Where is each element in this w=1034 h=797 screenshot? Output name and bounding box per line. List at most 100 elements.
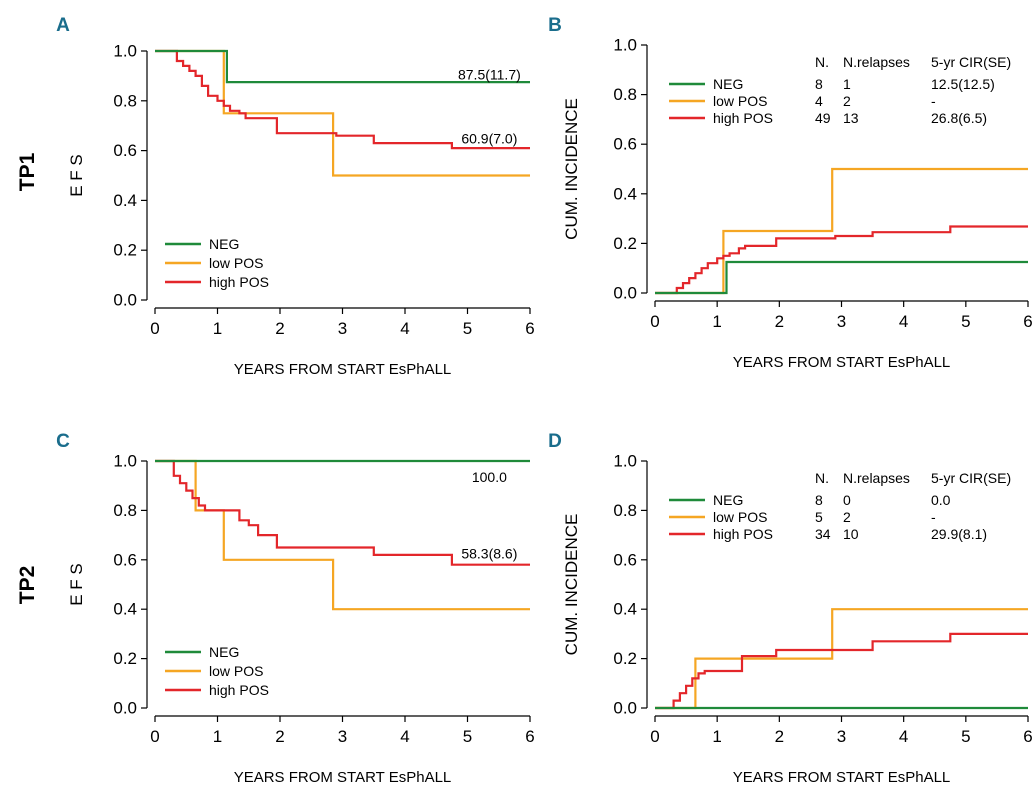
legend-header-cir: 5-yr CIR(SE) <box>931 54 1011 70</box>
legend-n: 8 <box>815 76 823 92</box>
annotation-label: 60.9(7.0) <box>461 131 517 147</box>
legend-label: low POS <box>209 663 263 679</box>
y-tick-label: 0.4 <box>113 600 137 619</box>
legend-label: low POS <box>713 509 767 525</box>
panel-a: A 0 1 2 3 4 5 6 0.0 0.2 0.4 0.6 0.8 1.0 YEARS FROM STA… <box>56 15 535 378</box>
legend-cir: 12.5(12.5) <box>931 76 995 92</box>
legend: N. N.relapses 5-yr CIR(SE) NEG 8 0 0.0 low POS 5… <box>669 470 1011 542</box>
annotation-label: 58.3(8.6) <box>461 546 517 562</box>
y-tick-label: 0.8 <box>113 91 137 110</box>
x-tick-label: 0 <box>650 312 659 331</box>
legend-label: low POS <box>209 255 263 271</box>
y-tick-label: 1.0 <box>613 36 637 55</box>
y-axis-title: E F S <box>67 563 86 606</box>
series-line-high-pos <box>155 459 530 566</box>
y-tick-label: 0.2 <box>613 649 637 668</box>
y-tick-label: 0.2 <box>113 649 137 668</box>
legend-n: 8 <box>815 492 823 508</box>
x-axis-title: YEARS FROM START EsPhALL <box>733 769 951 786</box>
x-tick-label: 5 <box>463 319 472 338</box>
series-line-low-pos <box>655 167 1028 295</box>
y-tick-label: 0.4 <box>113 191 137 210</box>
row-label-tp2: TP2 <box>16 566 39 605</box>
legend-relapses: 2 <box>843 509 851 525</box>
y-axis-title: CUM. INCIDENCE <box>562 98 581 240</box>
x-tick-label: 4 <box>899 312 908 331</box>
y-tick-label: 0.0 <box>113 699 137 718</box>
x-axis-title: YEARS FROM START EsPhALL <box>733 354 951 371</box>
legend: NEG low POS high POS <box>165 644 269 698</box>
x-axis-title: YEARS FROM START EsPhALL <box>234 361 452 378</box>
legend-cir: - <box>931 93 936 109</box>
y-tick-label: 0.6 <box>113 550 137 569</box>
x-tick-label: 5 <box>463 727 472 746</box>
x-tick-label: 3 <box>338 727 347 746</box>
annotation-label: 87.5(11.7) <box>458 67 521 83</box>
x-tick-label: 0 <box>650 727 659 746</box>
legend-n: 5 <box>815 509 823 525</box>
x-tick-label: 3 <box>837 727 846 746</box>
legend-cir: 26.8(6.5) <box>931 110 987 126</box>
legend-cir: 29.9(8.1) <box>931 526 987 542</box>
legend-label: high POS <box>713 110 773 126</box>
y-tick-label: 0.6 <box>613 550 637 569</box>
legend-header-relapses: N.relapses <box>843 54 910 70</box>
y-tick-label: 0.6 <box>613 135 637 154</box>
x-tick-label: 5 <box>961 312 970 331</box>
x-tick-label: 3 <box>837 312 846 331</box>
y-tick-label: 0.0 <box>613 284 637 303</box>
annotation-label: 100.0 <box>472 469 507 485</box>
x-tick-label: 2 <box>275 319 284 338</box>
x-tick-label: 2 <box>275 727 284 746</box>
x-tick-label: 2 <box>775 312 784 331</box>
x-tick-label: 1 <box>712 312 721 331</box>
y-tick-label: 0.2 <box>113 241 137 260</box>
x-tick-label: 0 <box>150 319 159 338</box>
legend-label: high POS <box>209 274 269 290</box>
y-tick-label: 0.2 <box>613 234 637 253</box>
series-line-low-pos <box>155 459 530 611</box>
y-tick-label: 1.0 <box>113 42 137 61</box>
x-tick-label: 0 <box>150 727 159 746</box>
x-tick-label: 6 <box>525 319 534 338</box>
legend-n: 34 <box>815 526 831 542</box>
legend-label: NEG <box>713 76 743 92</box>
series-line-neg <box>155 49 530 84</box>
row-label-tp1: TP1 <box>16 152 39 191</box>
x-tick-label: 2 <box>775 727 784 746</box>
y-tick-label: 0.4 <box>613 600 637 619</box>
x-tick-label: 1 <box>712 727 721 746</box>
legend-relapses: 13 <box>843 110 859 126</box>
panel-letter: A <box>56 15 70 36</box>
y-axis-title: E F S <box>67 154 86 197</box>
legend-label: high POS <box>209 682 269 698</box>
x-tick-label: 3 <box>338 319 347 338</box>
legend-relapses: 0 <box>843 492 851 508</box>
legend: NEG low POS high POS <box>165 236 269 290</box>
legend-label: high POS <box>713 526 773 542</box>
x-tick-label: 6 <box>1023 727 1032 746</box>
y-tick-label: 1.0 <box>113 452 137 471</box>
panel-letter: B <box>548 15 562 36</box>
x-tick-label: 4 <box>400 727 409 746</box>
legend-n: 4 <box>815 93 823 109</box>
legend-label: NEG <box>209 236 239 252</box>
legend-relapses: 10 <box>843 526 859 542</box>
legend-cir: 0.0 <box>931 492 951 508</box>
x-tick-label: 5 <box>961 727 970 746</box>
series-line-high-pos <box>655 632 1028 710</box>
legend-relapses: 2 <box>843 93 851 109</box>
legend-label: low POS <box>713 93 767 109</box>
y-tick-label: 0.4 <box>613 184 637 203</box>
legend-cir: - <box>931 509 936 525</box>
x-tick-label: 1 <box>213 319 222 338</box>
panel-letter: D <box>548 431 562 452</box>
y-tick-label: 0.0 <box>613 699 637 718</box>
series-line-low-pos <box>655 608 1028 710</box>
panel-c: C 0 1 2 3 4 5 6 0.0 0.2 0.4 0.6 0.8 1.0 YEARS FROM STA… <box>56 431 535 786</box>
x-tick-label: 4 <box>899 727 908 746</box>
series-line-high-pos <box>155 49 530 150</box>
